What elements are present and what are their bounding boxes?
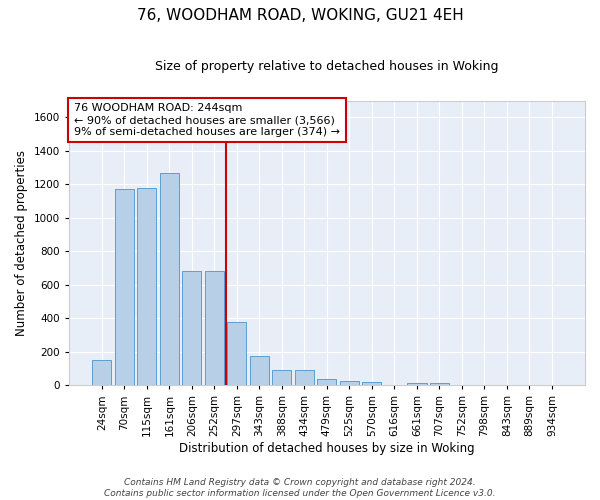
Bar bbox=[205, 272, 224, 386]
Bar bbox=[295, 370, 314, 386]
Text: Contains HM Land Registry data © Crown copyright and database right 2024.
Contai: Contains HM Land Registry data © Crown c… bbox=[104, 478, 496, 498]
Bar bbox=[160, 174, 179, 386]
Bar bbox=[115, 190, 134, 386]
Title: Size of property relative to detached houses in Woking: Size of property relative to detached ho… bbox=[155, 60, 499, 73]
Bar bbox=[250, 356, 269, 386]
Bar bbox=[92, 360, 112, 386]
Bar bbox=[340, 381, 359, 386]
Bar bbox=[182, 272, 202, 386]
X-axis label: Distribution of detached houses by size in Woking: Distribution of detached houses by size … bbox=[179, 442, 475, 455]
Text: 76 WOODHAM ROAD: 244sqm
← 90% of detached houses are smaller (3,566)
9% of semi-: 76 WOODHAM ROAD: 244sqm ← 90% of detache… bbox=[74, 104, 340, 136]
Bar bbox=[362, 382, 382, 386]
Text: 76, WOODHAM ROAD, WOKING, GU21 4EH: 76, WOODHAM ROAD, WOKING, GU21 4EH bbox=[137, 8, 463, 22]
Bar bbox=[317, 380, 337, 386]
Bar bbox=[137, 188, 157, 386]
Bar bbox=[272, 370, 292, 386]
Bar bbox=[407, 383, 427, 386]
Bar bbox=[430, 383, 449, 386]
Bar bbox=[227, 322, 247, 386]
Y-axis label: Number of detached properties: Number of detached properties bbox=[15, 150, 28, 336]
